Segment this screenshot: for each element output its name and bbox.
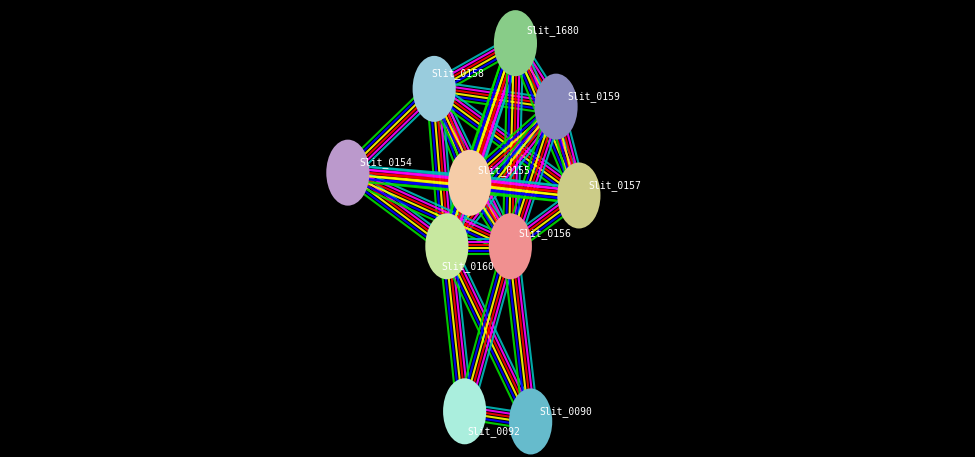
Text: Slit_0154: Slit_0154 xyxy=(359,157,411,168)
Ellipse shape xyxy=(425,213,468,279)
Text: Slit_0155: Slit_0155 xyxy=(478,165,530,175)
Ellipse shape xyxy=(448,150,491,216)
Ellipse shape xyxy=(443,378,487,444)
Text: Slit_0159: Slit_0159 xyxy=(567,91,620,102)
Ellipse shape xyxy=(412,56,455,122)
Ellipse shape xyxy=(327,140,370,206)
Ellipse shape xyxy=(494,10,537,76)
Text: Slit_0160: Slit_0160 xyxy=(442,261,494,272)
Ellipse shape xyxy=(534,74,577,140)
Ellipse shape xyxy=(488,213,532,279)
Ellipse shape xyxy=(558,163,601,228)
Ellipse shape xyxy=(509,388,552,454)
Text: Slit_1680: Slit_1680 xyxy=(526,25,579,36)
Text: Slit_0158: Slit_0158 xyxy=(432,68,485,79)
Text: Slit_0157: Slit_0157 xyxy=(588,180,641,191)
Text: Slit_0156: Slit_0156 xyxy=(518,228,570,239)
Text: Slit_0090: Slit_0090 xyxy=(540,406,593,417)
Text: Slit_0092: Slit_0092 xyxy=(467,426,520,437)
